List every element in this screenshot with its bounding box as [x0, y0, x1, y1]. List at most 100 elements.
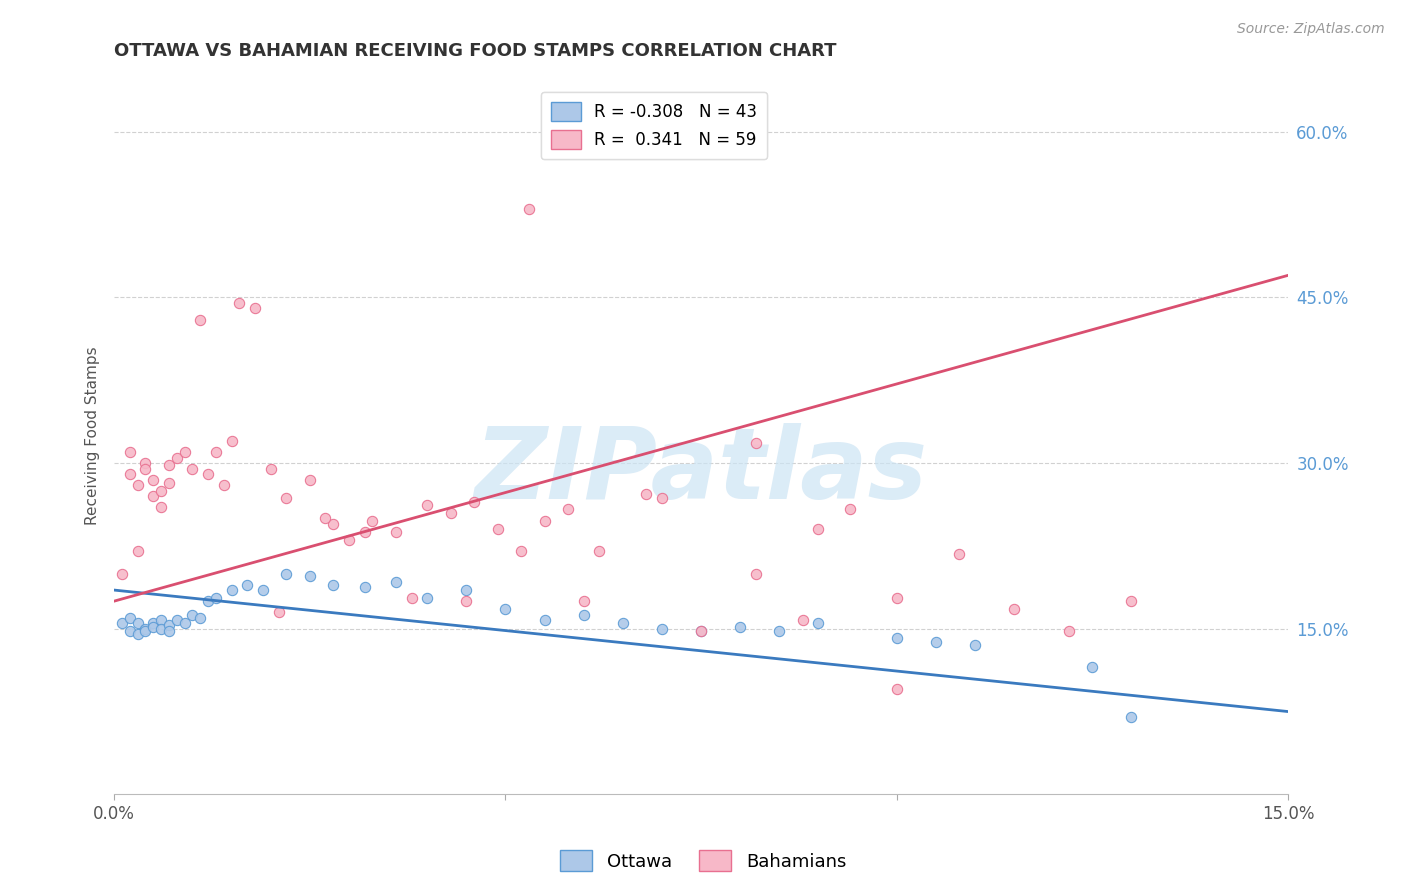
- Point: [322, 577, 344, 591]
- Point: [298, 568, 321, 582]
- Point: [118, 610, 141, 624]
- Point: [651, 622, 673, 636]
- Point: [385, 575, 408, 590]
- Point: [212, 478, 235, 492]
- Point: [166, 450, 188, 465]
- Point: [533, 514, 555, 528]
- Point: [925, 635, 948, 649]
- Point: [1057, 624, 1080, 638]
- Point: [188, 312, 211, 326]
- Point: [745, 566, 768, 581]
- Point: [127, 616, 149, 631]
- Point: [157, 475, 180, 490]
- Point: [150, 500, 173, 515]
- Point: [963, 638, 986, 652]
- Y-axis label: Receiving Food Stamps: Receiving Food Stamps: [86, 346, 100, 524]
- Point: [456, 583, 478, 598]
- Point: [276, 491, 298, 506]
- Text: ZIPatlas: ZIPatlas: [475, 423, 928, 520]
- Point: [416, 498, 439, 512]
- Point: [142, 473, 165, 487]
- Point: [1121, 710, 1143, 724]
- Point: [260, 461, 283, 475]
- Point: [440, 506, 463, 520]
- Point: [197, 467, 219, 482]
- Point: [572, 594, 595, 608]
- Point: [150, 613, 173, 627]
- Point: [1121, 594, 1143, 608]
- Point: [361, 514, 384, 528]
- Legend: Ottawa, Bahamians: Ottawa, Bahamians: [553, 843, 853, 879]
- Point: [486, 522, 509, 536]
- Point: [118, 467, 141, 482]
- Point: [228, 296, 250, 310]
- Point: [768, 624, 790, 638]
- Point: [118, 445, 141, 459]
- Point: [111, 616, 134, 631]
- Text: OTTAWA VS BAHAMIAN RECEIVING FOOD STAMPS CORRELATION CHART: OTTAWA VS BAHAMIAN RECEIVING FOOD STAMPS…: [114, 42, 837, 60]
- Point: [142, 619, 165, 633]
- Point: [181, 608, 204, 623]
- Point: [401, 591, 423, 605]
- Point: [612, 616, 634, 631]
- Point: [838, 502, 860, 516]
- Point: [1081, 660, 1104, 674]
- Point: [728, 619, 751, 633]
- Point: [127, 627, 149, 641]
- Point: [205, 445, 228, 459]
- Point: [267, 605, 290, 619]
- Text: Source: ZipAtlas.com: Source: ZipAtlas.com: [1237, 22, 1385, 37]
- Point: [807, 616, 830, 631]
- Point: [298, 473, 321, 487]
- Point: [886, 682, 908, 697]
- Point: [221, 583, 243, 598]
- Point: [157, 624, 180, 638]
- Point: [517, 202, 540, 216]
- Point: [236, 577, 259, 591]
- Point: [188, 610, 211, 624]
- Point: [337, 533, 360, 548]
- Point: [494, 602, 516, 616]
- Point: [134, 456, 156, 470]
- Point: [252, 583, 274, 598]
- Point: [948, 547, 970, 561]
- Point: [690, 624, 713, 638]
- Point: [157, 618, 180, 632]
- Point: [533, 613, 555, 627]
- Point: [142, 489, 165, 503]
- Point: [353, 524, 375, 539]
- Point: [463, 494, 485, 508]
- Point: [745, 436, 768, 450]
- Point: [588, 544, 610, 558]
- Point: [173, 616, 195, 631]
- Point: [243, 301, 266, 316]
- Legend: R = -0.308   N = 43, R =  0.341   N = 59: R = -0.308 N = 43, R = 0.341 N = 59: [541, 92, 768, 159]
- Point: [690, 624, 713, 638]
- Point: [150, 483, 173, 498]
- Point: [127, 478, 149, 492]
- Point: [173, 445, 195, 459]
- Point: [314, 511, 336, 525]
- Point: [181, 461, 204, 475]
- Point: [807, 522, 830, 536]
- Point: [353, 580, 375, 594]
- Point: [385, 524, 408, 539]
- Point: [636, 487, 658, 501]
- Point: [197, 594, 219, 608]
- Point: [557, 502, 579, 516]
- Point: [416, 591, 439, 605]
- Point: [456, 594, 478, 608]
- Point: [111, 566, 134, 581]
- Point: [134, 624, 156, 638]
- Point: [127, 544, 149, 558]
- Point: [1002, 602, 1025, 616]
- Point: [886, 631, 908, 645]
- Point: [510, 544, 533, 558]
- Point: [205, 591, 228, 605]
- Point: [150, 622, 173, 636]
- Point: [886, 591, 908, 605]
- Point: [134, 461, 156, 475]
- Point: [651, 491, 673, 506]
- Point: [792, 613, 814, 627]
- Point: [134, 622, 156, 636]
